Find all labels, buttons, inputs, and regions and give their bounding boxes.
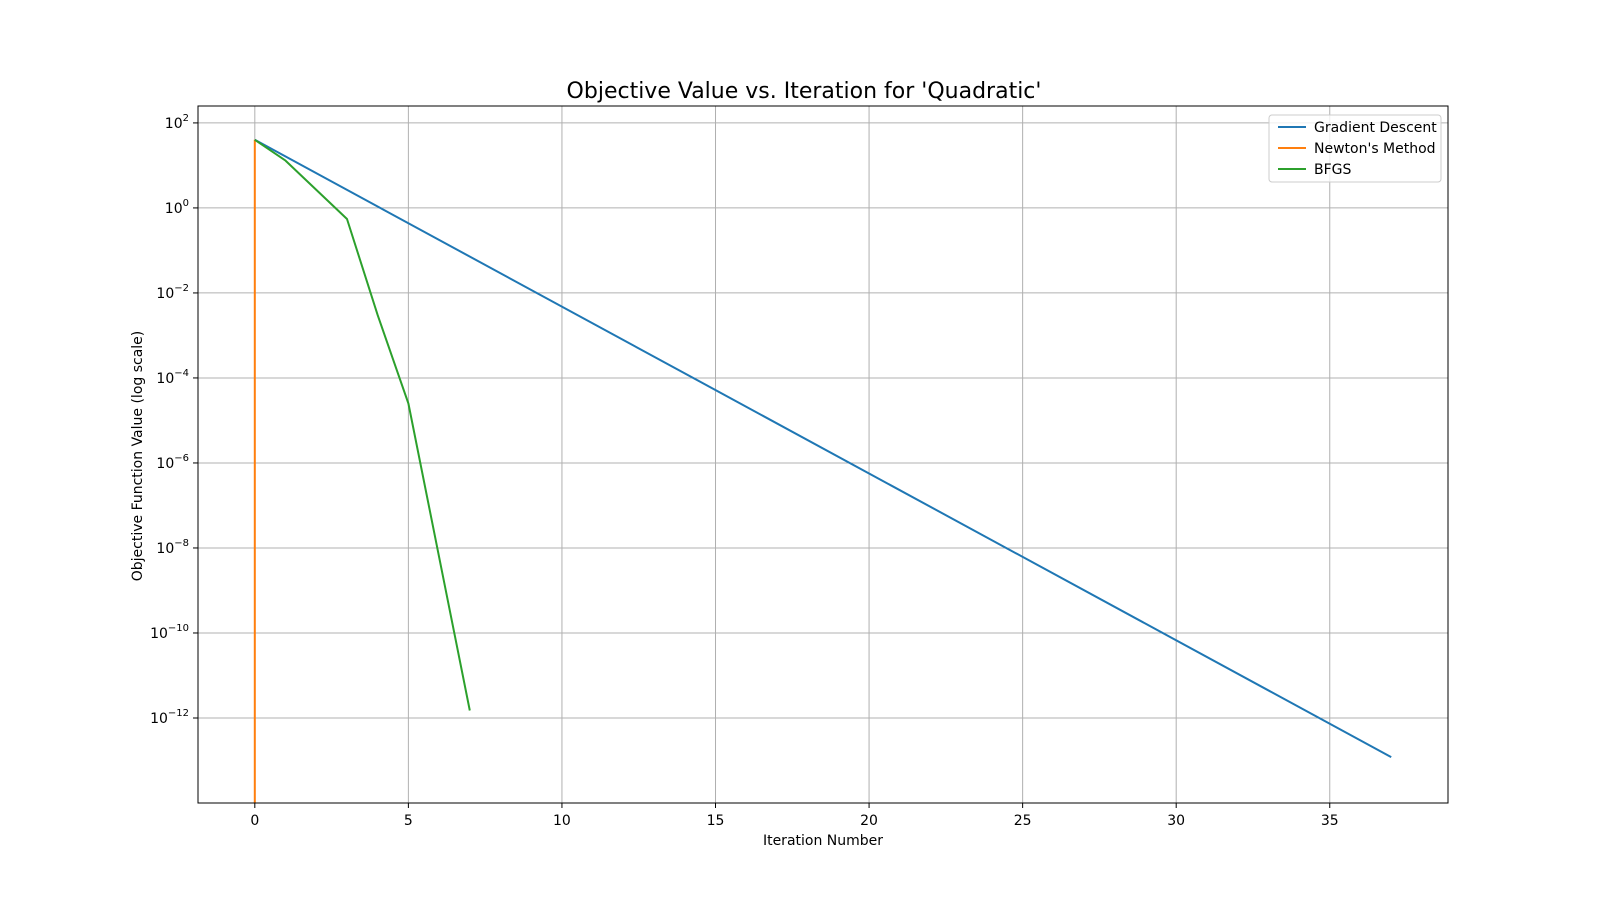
y-tick-exponent: 2 (183, 113, 189, 124)
y-tick-exponent: −4 (174, 368, 189, 379)
chart-title: Objective Value vs. Iteration for 'Quadr… (567, 79, 1042, 104)
y-tick-label: 10−8 (156, 538, 189, 557)
legend-box (1268, 114, 1442, 183)
y-tick-base: 10 (150, 626, 168, 642)
grid-lines (198, 106, 1448, 803)
x-axis-ticks: 0 5 10 15 20 25 30 35 (250, 803, 1339, 829)
series-line-gradient-descent (254, 138, 1392, 758)
y-tick-base: 10 (156, 456, 174, 472)
y-tick-exponent: −2 (174, 283, 189, 294)
x-tick-label: 30 (1167, 813, 1185, 829)
legend-label: BFGS (1314, 162, 1352, 178)
y-tick-exponent: −10 (168, 623, 189, 634)
y-tick-exponent: 0 (183, 198, 189, 209)
y-tick-label: 10−10 (150, 623, 189, 642)
y-tick-base: 10 (156, 541, 174, 557)
y-tick-exponent: −12 (168, 708, 189, 719)
y-tick-label: 10−2 (156, 283, 189, 302)
series-line-bfgs (254, 138, 471, 711)
y-tick-exponent: −6 (174, 453, 189, 464)
legend-label: Gradient Descent (1314, 120, 1437, 136)
x-tick-label: 20 (860, 813, 878, 829)
y-tick-label: 102 (165, 113, 189, 132)
x-tick-label: 35 (1321, 813, 1339, 829)
y-tick-base: 10 (165, 201, 183, 217)
y-tick-label: 10−6 (156, 453, 189, 472)
y-tick-label: 100 (165, 198, 189, 217)
y-tick-base: 10 (156, 371, 174, 387)
x-tick-label: 10 (553, 813, 571, 829)
x-tick-label: 5 (404, 813, 413, 829)
y-tick-base: 10 (150, 711, 168, 727)
x-tick-label: 25 (1014, 813, 1032, 829)
y-tick-base: 10 (165, 116, 183, 132)
y-axis-label: Objective Function Value (log scale) (130, 331, 146, 582)
x-tick-label: 0 (250, 813, 259, 829)
y-tick-exponent: −8 (174, 538, 189, 549)
y-tick-label: 10−12 (150, 708, 189, 727)
x-tick-label: 15 (707, 813, 725, 829)
y-tick-base: 10 (156, 286, 174, 302)
legend: Gradient Descent Newton's Method BFGS (1268, 114, 1442, 183)
plot-area-frame (197, 105, 1449, 804)
legend-label: Newton's Method (1314, 141, 1436, 157)
series-lines (253, 138, 1392, 803)
y-tick-label: 10−4 (156, 368, 189, 387)
x-axis-label: Iteration Number (763, 833, 883, 849)
